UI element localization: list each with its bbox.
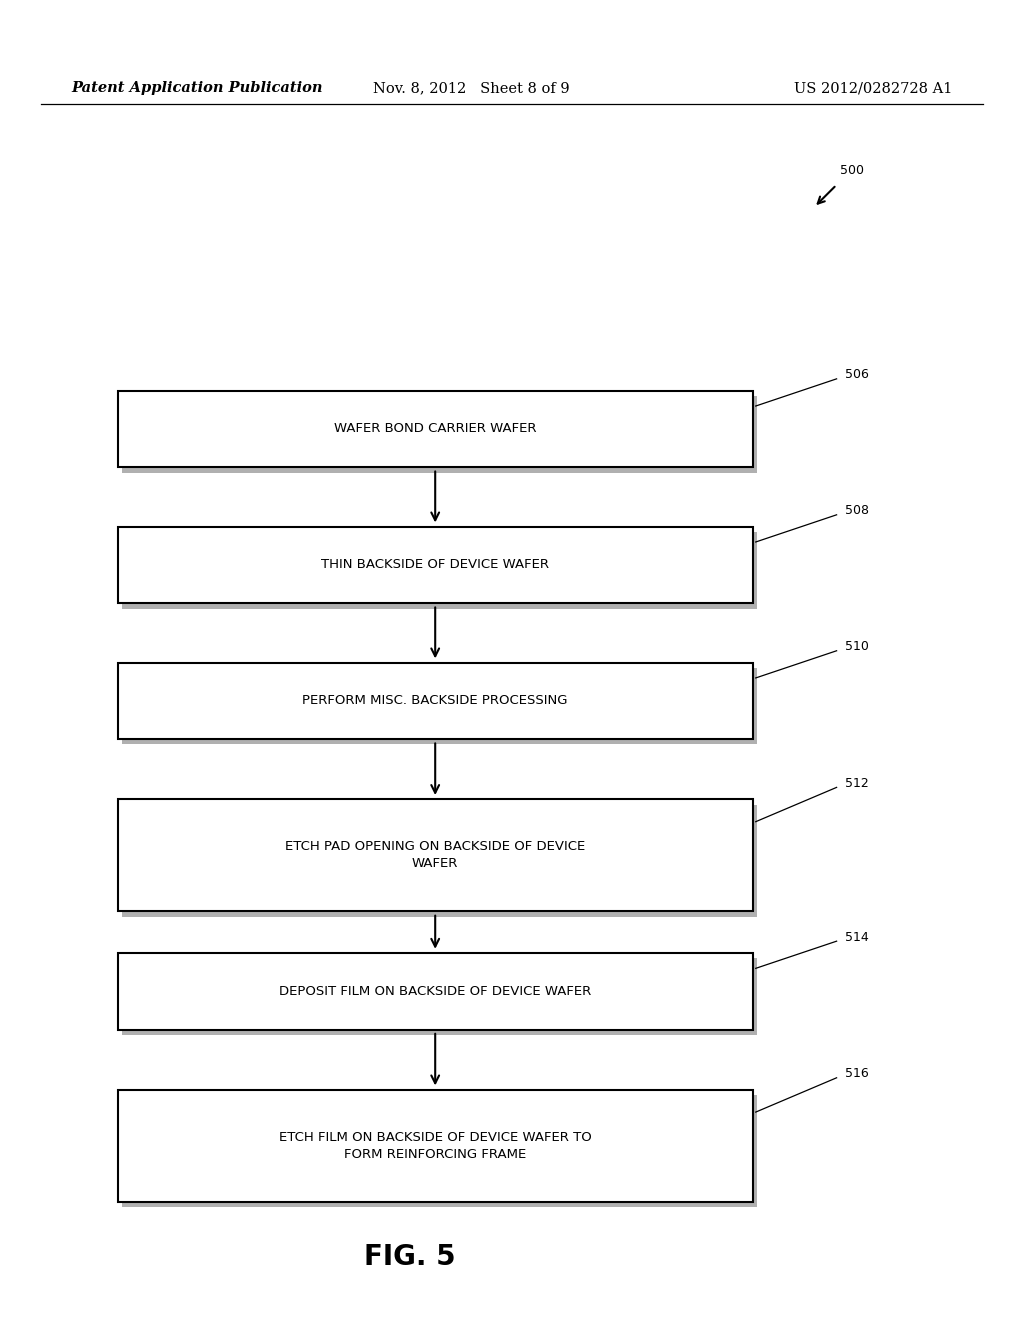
Text: ETCH PAD OPENING ON BACKSIDE OF DEVICE
WAFER: ETCH PAD OPENING ON BACKSIDE OF DEVICE W… <box>285 841 586 870</box>
Text: 500: 500 <box>840 164 863 177</box>
Bar <box>118 391 753 467</box>
Text: 514: 514 <box>845 931 868 944</box>
Text: 516: 516 <box>845 1068 868 1080</box>
Text: ETCH FILM ON BACKSIDE OF DEVICE WAFER TO
FORM REINFORCING FRAME: ETCH FILM ON BACKSIDE OF DEVICE WAFER TO… <box>279 1131 592 1160</box>
Bar <box>122 804 757 916</box>
Text: Nov. 8, 2012   Sheet 8 of 9: Nov. 8, 2012 Sheet 8 of 9 <box>373 82 569 95</box>
Text: FIG. 5: FIG. 5 <box>364 1242 456 1271</box>
Text: US 2012/0282728 A1: US 2012/0282728 A1 <box>794 82 952 95</box>
Bar <box>122 1096 757 1206</box>
Text: DEPOSIT FILM ON BACKSIDE OF DEVICE WAFER: DEPOSIT FILM ON BACKSIDE OF DEVICE WAFER <box>280 985 591 998</box>
Bar <box>118 1090 753 1201</box>
Text: 510: 510 <box>845 640 868 653</box>
Text: WAFER BOND CARRIER WAFER: WAFER BOND CARRIER WAFER <box>334 422 537 436</box>
Bar <box>122 396 757 473</box>
Text: PERFORM MISC. BACKSIDE PROCESSING: PERFORM MISC. BACKSIDE PROCESSING <box>302 694 568 708</box>
Bar <box>118 527 753 603</box>
Text: THIN BACKSIDE OF DEVICE WAFER: THIN BACKSIDE OF DEVICE WAFER <box>322 558 549 572</box>
Text: Patent Application Publication: Patent Application Publication <box>72 82 324 95</box>
Bar <box>118 799 753 911</box>
Text: 506: 506 <box>845 368 868 381</box>
Text: 512: 512 <box>845 777 868 789</box>
Text: 508: 508 <box>845 504 868 517</box>
Bar <box>122 668 757 744</box>
Bar <box>118 953 753 1030</box>
Bar <box>122 958 757 1035</box>
Bar <box>118 663 753 739</box>
Bar <box>122 532 757 609</box>
